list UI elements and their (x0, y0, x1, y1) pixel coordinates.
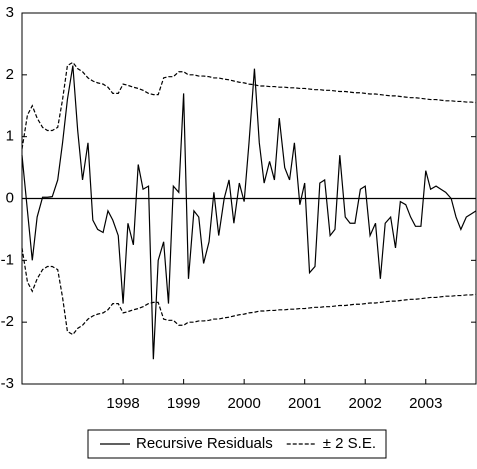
legend-box (87, 429, 387, 459)
series-line (21, 65, 477, 360)
legend: Recursive Residuals ± 2 S.E. (87, 429, 387, 459)
x-tick-label: 2003 (409, 395, 442, 412)
series-line (21, 61, 477, 150)
y-tick-label: 3 (6, 4, 14, 21)
x-tick-label: 2002 (349, 395, 382, 412)
y-tick-label: -2 (1, 313, 14, 330)
legend-label: Recursive Residuals (136, 435, 273, 452)
y-tick-label: -1 (1, 251, 14, 268)
x-tick-label: 2000 (227, 395, 260, 412)
y-tick-label: 2 (6, 66, 14, 83)
y-tick-label: 0 (6, 189, 14, 206)
y-tick-label: -3 (1, 375, 14, 392)
legend-label: ± 2 S.E. (323, 435, 376, 452)
y-tick-label: 1 (6, 128, 14, 145)
x-tick-label: 2001 (288, 395, 321, 412)
x-tick-label: 1998 (106, 395, 139, 412)
x-tick-label: 1999 (167, 395, 200, 412)
series-line (21, 247, 477, 336)
